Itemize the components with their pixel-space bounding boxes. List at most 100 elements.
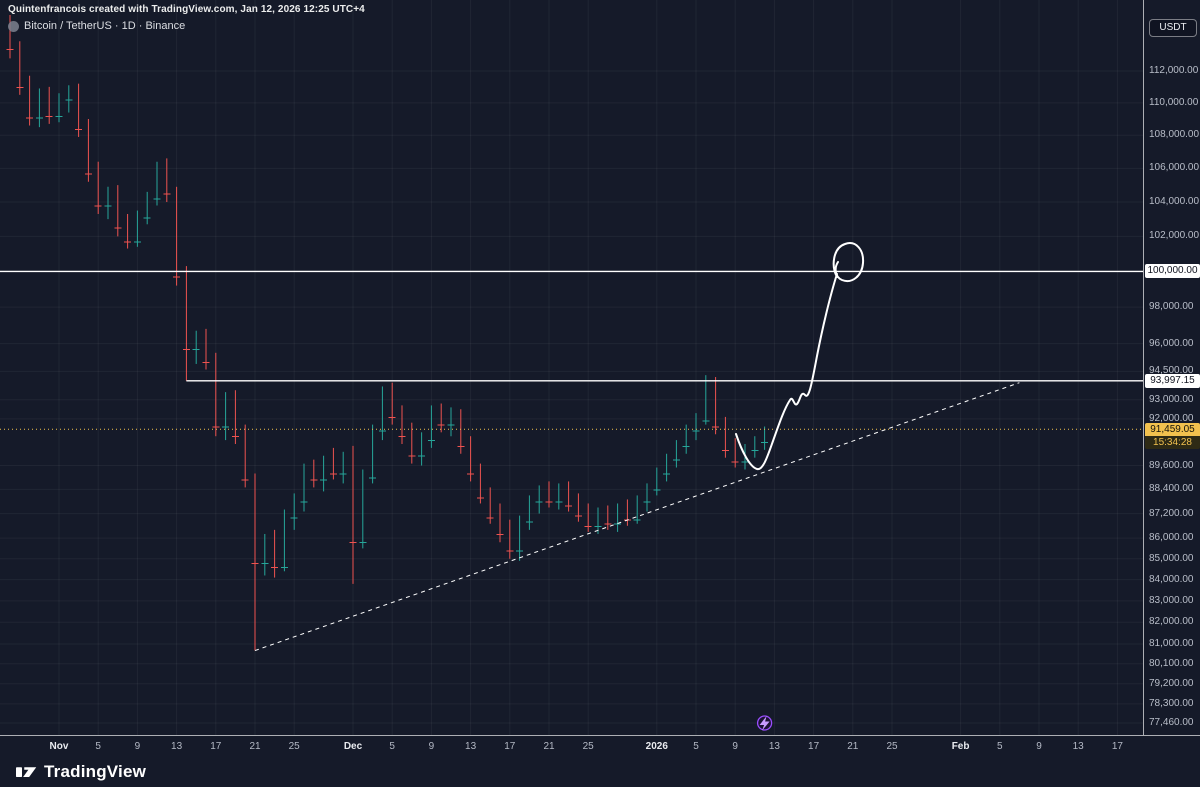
candle <box>535 501 543 503</box>
candle <box>114 227 122 229</box>
time-tick-label: 9 <box>428 741 435 752</box>
symbol-info: Bitcoin / TetherUS · 1D · Binance <box>8 20 185 32</box>
time-tick-label: Feb <box>951 741 970 752</box>
candle <box>310 479 318 481</box>
time-tick-label: 21 <box>543 741 555 752</box>
candle <box>565 505 573 507</box>
price-tick-label: 93,000.00 <box>1149 393 1194 405</box>
candle <box>476 497 484 499</box>
time-tick-label: 5 <box>95 741 101 752</box>
price-tick-label: 80,100.00 <box>1149 657 1194 669</box>
candle <box>280 567 288 569</box>
candle <box>574 515 582 517</box>
brush-drawing[interactable] <box>735 273 838 471</box>
candle <box>104 205 112 207</box>
price-tick-label: 102,000.00 <box>1149 230 1200 242</box>
candle <box>271 567 279 569</box>
time-tick-label: 2026 <box>645 741 668 752</box>
candle <box>329 473 337 475</box>
candlestick-chart[interactable] <box>0 0 1143 735</box>
candle <box>388 416 396 418</box>
candle <box>418 455 426 457</box>
candle <box>173 276 181 278</box>
price-tick-label: 110,000.00 <box>1149 96 1199 108</box>
price-tick-label: 92,000.00 <box>1149 412 1194 424</box>
candle <box>251 562 259 564</box>
candle <box>741 461 749 463</box>
candle <box>633 519 641 521</box>
price-tick-label: 77,460.00 <box>1149 717 1194 728</box>
watermark-text: Quintenfrancois created with TradingView… <box>8 4 365 15</box>
candle <box>16 86 24 88</box>
price-tick-label: 79,200.00 <box>1149 677 1194 689</box>
time-tick-label: 13 <box>465 741 477 752</box>
candle <box>192 349 200 351</box>
footer-bar: TradingView <box>0 757 1200 787</box>
event-lightning-icon[interactable] <box>756 715 773 731</box>
currency-toggle-button[interactable]: USDT <box>1149 19 1197 37</box>
price-tick-label: 106,000.00 <box>1149 162 1200 174</box>
time-tick-label: 9 <box>134 741 141 752</box>
time-tick-label: 17 <box>1111 741 1123 752</box>
time-tick-label: Nov <box>49 741 69 752</box>
candle <box>427 440 435 442</box>
candle <box>467 473 475 475</box>
price-tick-label: 86,000.00 <box>1149 532 1194 544</box>
brush-drawing[interactable] <box>832 242 865 282</box>
candle <box>143 217 151 219</box>
time-tick-label: 17 <box>808 741 820 752</box>
candles-layer <box>6 15 769 651</box>
candle <box>437 424 445 426</box>
symbol-title: Bitcoin / TetherUS · 1D · Binance <box>24 20 186 32</box>
candle <box>761 442 769 444</box>
time-tick-label: 17 <box>504 741 516 752</box>
candle <box>6 49 14 51</box>
candle <box>702 420 710 422</box>
time-tick-label: 25 <box>582 741 594 752</box>
candle <box>290 517 298 519</box>
price-tick-label: 84,000.00 <box>1149 573 1194 585</box>
bar-countdown: 15:34:28 <box>1145 436 1200 450</box>
price-tick-label: 89,600.00 <box>1149 459 1194 471</box>
candle <box>447 424 455 426</box>
last-price-value: 91,459.05 <box>1145 423 1200 437</box>
price-tick-label: 112,000.00 <box>1149 65 1199 76</box>
candle <box>55 115 63 117</box>
candle <box>65 99 73 101</box>
candle <box>320 479 328 481</box>
candle <box>692 430 700 432</box>
candle <box>84 173 92 175</box>
price-tick-label: 94,500.00 <box>1149 365 1194 377</box>
price-tick-label: 96,000.00 <box>1149 337 1194 349</box>
price-axis[interactable]: USDT 112,000.00 110,000.00 108,000.00 106,0… <box>1143 0 1200 735</box>
candle <box>153 198 161 200</box>
price-tick-label: 88,400.00 <box>1149 483 1194 495</box>
price-tick-label: 98,000.00 <box>1149 301 1194 313</box>
candle <box>124 241 132 243</box>
price-badge-93997: 93,997.15 <box>1145 373 1200 388</box>
candle <box>594 525 602 527</box>
time-tick-label: 17 <box>210 741 222 752</box>
candle <box>202 362 210 364</box>
candle <box>45 115 53 117</box>
time-tick-label: 13 <box>171 741 183 752</box>
candle <box>643 501 651 503</box>
candle <box>731 461 739 463</box>
time-tick-label: 21 <box>847 741 859 752</box>
symbol-logo-icon <box>8 20 19 32</box>
time-tick-label: 21 <box>249 741 261 752</box>
time-axis[interactable]: Nov 5 9 13 17 21 25 Dec 5 9 13 17 21 25 2026 5 9 13 17 21 25… <box>0 735 1200 758</box>
price-tick-label: 104,000.00 <box>1149 196 1200 208</box>
trendline-drawing[interactable] <box>254 382 1020 652</box>
price-tick-label: 78,300.00 <box>1149 697 1194 709</box>
candle <box>672 459 680 461</box>
candle <box>408 455 416 457</box>
price-tick-label: 83,000.00 <box>1149 594 1194 606</box>
candle <box>300 501 308 503</box>
candle <box>653 489 661 491</box>
candle <box>663 473 671 475</box>
candle <box>182 349 190 351</box>
candle <box>212 426 220 428</box>
time-tick-label: 13 <box>1072 741 1084 752</box>
time-tick-label: 25 <box>288 741 300 752</box>
